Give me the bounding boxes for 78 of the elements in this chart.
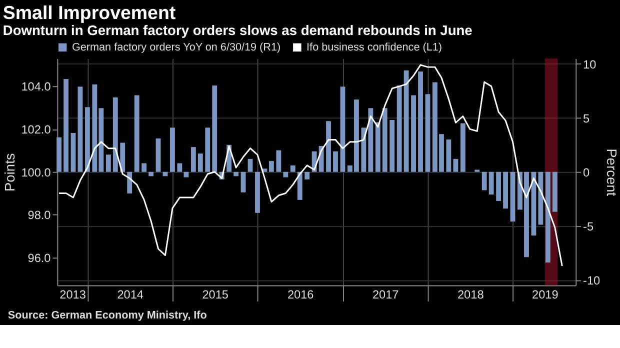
bar — [503, 172, 508, 209]
y2-tick-label: 5 — [583, 111, 590, 126]
legend-label: Ifo business confidence (L1) — [306, 41, 442, 54]
bar — [390, 120, 395, 172]
bar — [205, 128, 210, 172]
bar — [170, 128, 175, 172]
bar — [361, 128, 366, 172]
y2-tick-label: 10 — [583, 57, 597, 72]
bar — [112, 97, 118, 172]
x-tick-label: 2017 — [372, 288, 399, 302]
x-tick-label: 2018 — [457, 288, 484, 302]
bar — [148, 172, 154, 176]
chart-title: Small Improvement — [2, 2, 176, 24]
bar — [290, 165, 296, 172]
bar — [64, 79, 68, 172]
y-tick-label: 100.0 — [21, 165, 52, 180]
legend-label: German factory orders YoY on 6/30/19 (R1) — [72, 41, 281, 54]
x-tick-label: 2015 — [202, 288, 229, 302]
bar — [134, 95, 140, 172]
bar — [190, 147, 196, 172]
bar — [177, 163, 182, 172]
x-tick-label: 2014 — [117, 288, 144, 302]
bar — [552, 172, 558, 212]
y2-tick-label: 0 — [583, 165, 590, 180]
bar — [304, 172, 310, 180]
bar — [56, 137, 62, 172]
bar — [255, 172, 260, 213]
bar — [404, 70, 409, 172]
bar — [482, 172, 487, 190]
bar — [545, 172, 550, 263]
bar — [156, 138, 161, 172]
bar — [84, 107, 90, 172]
bar — [198, 154, 203, 172]
bar — [240, 172, 246, 192]
bar — [70, 133, 76, 172]
bar — [276, 150, 282, 172]
bar — [283, 172, 288, 178]
bar — [460, 123, 466, 172]
bar — [375, 122, 380, 172]
x-tick-label: 2019 — [532, 288, 559, 302]
bar — [510, 172, 516, 222]
y-axis-title: Points — [2, 153, 18, 192]
bar — [120, 142, 126, 172]
chart-subtitle: Downturn in German factory orders slows as demand rebounds in June — [2, 22, 473, 38]
y2-tick-label: -10 — [583, 273, 601, 288]
y-tick-label: 104.0 — [21, 80, 52, 94]
bar — [212, 86, 218, 172]
y-tick-label: 98.0 — [28, 208, 52, 222]
bar — [488, 172, 494, 195]
bar — [453, 158, 458, 172]
source-note: Source: German Economy Ministry, Ifo — [8, 310, 208, 322]
bar — [127, 172, 132, 194]
bar — [297, 172, 302, 200]
bar — [248, 158, 253, 172]
bar — [425, 94, 430, 172]
bar — [382, 108, 388, 172]
bar — [418, 71, 423, 172]
bar — [268, 161, 274, 172]
bar — [496, 172, 502, 202]
y2-axis-title: Percent — [604, 148, 620, 196]
bar — [446, 139, 452, 172]
y-tick-label: 102.0 — [21, 122, 52, 137]
bar — [538, 172, 544, 225]
bar — [184, 172, 189, 178]
bar — [396, 86, 402, 172]
bar — [142, 163, 147, 172]
x-tick-label: 2013 — [60, 288, 86, 302]
bar — [368, 108, 374, 172]
bar — [411, 95, 416, 172]
bar — [234, 172, 239, 176]
x-tick-label: 2016 — [287, 288, 314, 302]
line-series — [58, 64, 563, 267]
bar — [326, 121, 331, 172]
y-tick-label: 96.0 — [28, 250, 52, 265]
bar — [333, 151, 338, 172]
bar — [106, 154, 111, 172]
bar — [78, 86, 83, 172]
y2-tick-label: -5 — [583, 219, 594, 234]
